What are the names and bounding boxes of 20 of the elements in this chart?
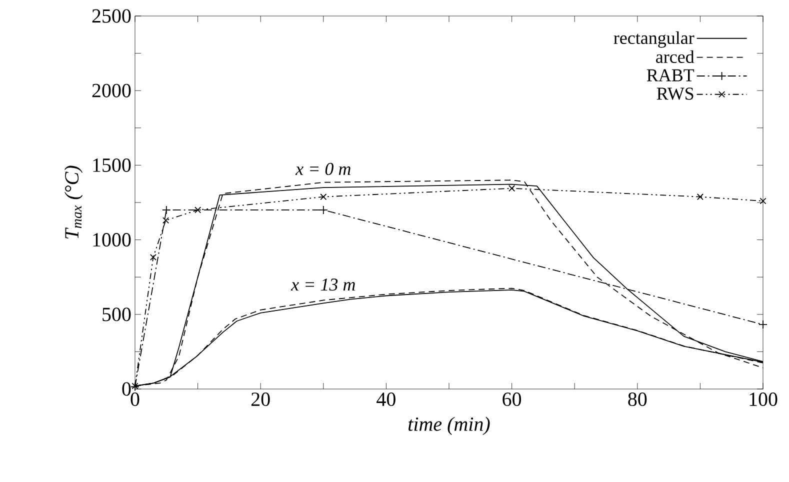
x-axis-title: time (min) [408,416,490,435]
legend-label: rectangular [614,31,694,48]
y-axis-title: T$_{max}$ (°C) [64,166,83,238]
y-tick-label: 2500 [92,9,131,23]
x-tick-label: 60 [502,392,522,406]
y-tick-label: 0 [122,382,131,396]
legend-label: RWS [656,88,694,100]
y-tick-label: 500 [102,308,131,322]
legend-label: RABT [646,69,694,82]
annotation: x = 0 m [295,162,350,176]
y-tick-label: 2000 [92,84,131,98]
y-tick-label: 1500 [93,158,131,172]
x-tick-label: 0 [130,392,140,406]
x-tick-label: 20 [251,392,270,406]
x-tick-label: 80 [628,392,647,406]
y-tick-label: 1000 [93,233,131,247]
x-tick-label: 40 [376,392,396,406]
legend-label: arced [656,50,694,63]
annotation: x = 13 m [290,278,355,291]
x-tick-label: 100 [750,392,778,406]
